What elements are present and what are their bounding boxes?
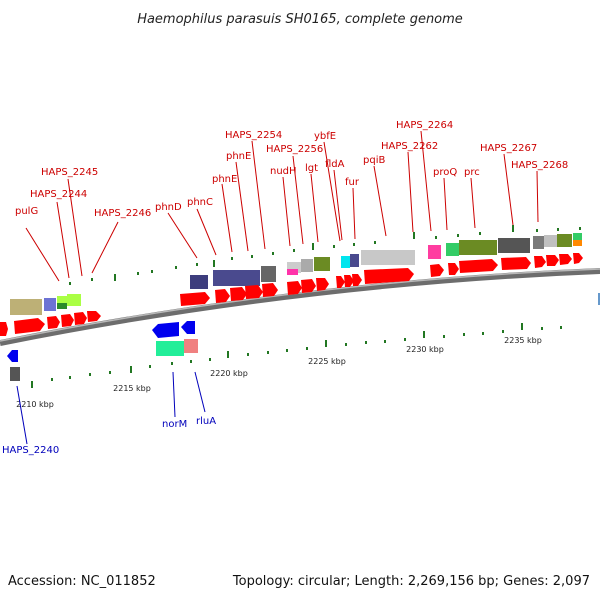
topology-label: Topology: circular; Length: 2,269,156 bp… — [232, 574, 590, 589]
inner-tick-row — [31, 323, 562, 388]
gene-label-pulG: pulG — [15, 206, 38, 217]
gene-label-haps-2245: HAPS_2245 — [41, 167, 98, 178]
scale-label-2210: 2210 kbp — [16, 400, 54, 409]
gene-label-phnD: phnD — [155, 202, 182, 213]
genome-title: Haemophilus parasuis SH0165, complete ge… — [137, 12, 463, 27]
gene-label-haps-2256: HAPS_2256 — [266, 144, 323, 155]
gene-label-pqiB: pqiB — [363, 155, 385, 166]
reverse-gene-features — [7, 293, 600, 381]
gene-label-phnE-1: phnE — [212, 174, 237, 185]
gene-label-haps-2240: HAPS_2240 — [2, 445, 59, 456]
scale-label-2220: 2220 kbp — [210, 369, 248, 378]
forward-feature-boxes — [10, 233, 582, 315]
scale-label-2225: 2225 kbp — [308, 357, 346, 366]
gene-label-fur: fur — [345, 177, 360, 188]
gene-label-ybfE: ybfE — [314, 131, 336, 142]
gene-label-nudH: nudH — [270, 166, 297, 177]
scale-label-2215: 2215 kbp — [113, 384, 151, 393]
gene-label-haps-2246: HAPS_2246 — [94, 208, 151, 219]
gene-label-rluA: rluA — [196, 416, 216, 427]
forward-leader-lines — [25, 130, 539, 282]
gene-label-haps-2244: HAPS_2244 — [30, 189, 87, 200]
gene-label-lgt: lgt — [305, 163, 318, 174]
reverse-leader-lines — [16, 371, 206, 445]
gene-label-norM: norM — [162, 419, 187, 430]
scale-label-2230: 2230 kbp — [406, 345, 444, 354]
gene-label-haps-2267: HAPS_2267 — [480, 143, 537, 154]
outer-tick-row — [69, 225, 581, 285]
forward-gene-arrows — [0, 253, 583, 336]
genome-backbone — [0, 268, 600, 346]
gene-label-phnC: phnC — [187, 197, 213, 208]
gene-label-haps-2264: HAPS_2264 — [396, 120, 453, 131]
gene-label-phnE-2: phnE — [226, 151, 251, 162]
forward-gene-labels: pulG HAPS_2244 HAPS_2245 HAPS_2246 phnD … — [15, 120, 568, 219]
gene-label-haps-2268: HAPS_2268 — [511, 160, 568, 171]
scale-label-2235: 2235 kbp — [504, 336, 542, 345]
gene-label-proQ: proQ — [433, 167, 457, 178]
gene-label-fldA: fldA — [325, 159, 345, 170]
gene-label-prc: prc — [464, 167, 480, 178]
reverse-gene-labels: HAPS_2240 norM rluA — [2, 416, 216, 456]
gene-label-haps-2262: HAPS_2262 — [381, 141, 438, 152]
accession-label: Accession: NC_011852 — [8, 574, 156, 589]
gene-label-haps-2254: HAPS_2254 — [225, 130, 282, 141]
